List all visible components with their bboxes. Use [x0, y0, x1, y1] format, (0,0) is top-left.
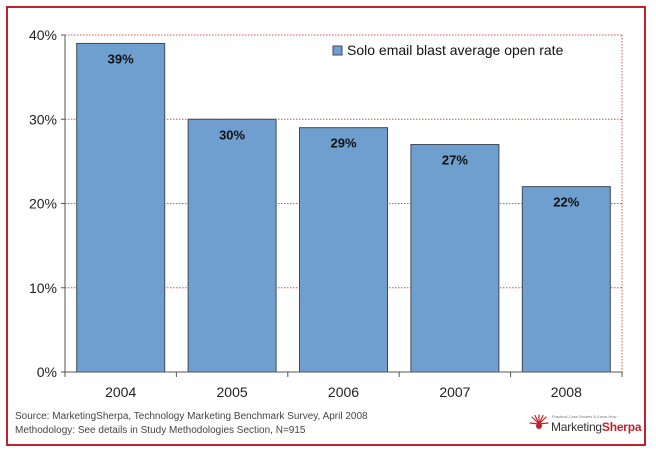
y-tick-label: 0% [37, 364, 57, 380]
logo-tagline: Practical Case Studies & Know-How [552, 414, 617, 419]
source-note: Source: MarketingSherpa, Technology Mark… [15, 411, 368, 422]
grid-layer [65, 34, 623, 372]
y-tick-label: 40% [29, 27, 57, 43]
bar [76, 42, 166, 373]
data-label: 39% [108, 51, 134, 66]
methodology-note: Methodology: See details in Study Method… [15, 425, 306, 436]
marketingsherpa-logo: Practical Case Studies & Know-How Market… [528, 413, 642, 439]
data-label: 27% [442, 153, 468, 168]
logo-word-marketing: Marketing [551, 420, 602, 434]
legend: Solo email blast average open rate [332, 42, 564, 58]
bar [410, 144, 500, 373]
axis-layer: 0% 10% 20% 30% 40% 2004 2005 2006 2007 2008 [29, 27, 623, 400]
legend-label: Solo email blast average open rate [347, 42, 564, 58]
x-tick-label: 2004 [105, 384, 136, 400]
legend-swatch [332, 45, 343, 56]
data-label: 22% [553, 195, 579, 210]
x-tick-label: 2008 [551, 384, 582, 400]
sunburst-icon [529, 414, 549, 429]
y-tick-label: 30% [29, 111, 57, 127]
x-tick-label: 2007 [439, 384, 470, 400]
logo-wordmark: MarketingSherpa [551, 420, 642, 434]
x-tick-label: 2005 [217, 384, 248, 400]
data-label: 29% [330, 136, 356, 151]
logo-word-sherpa: Sherpa [601, 420, 642, 434]
y-tick-label: 10% [29, 280, 57, 296]
bar [187, 118, 277, 373]
x-tick-label: 2006 [328, 384, 359, 400]
y-tick-label: 20% [29, 196, 57, 212]
bar [521, 186, 611, 373]
data-label: 30% [219, 127, 245, 142]
bar-layer: 39% 30% 29% 27% 22% [76, 42, 611, 373]
bar [298, 127, 389, 373]
